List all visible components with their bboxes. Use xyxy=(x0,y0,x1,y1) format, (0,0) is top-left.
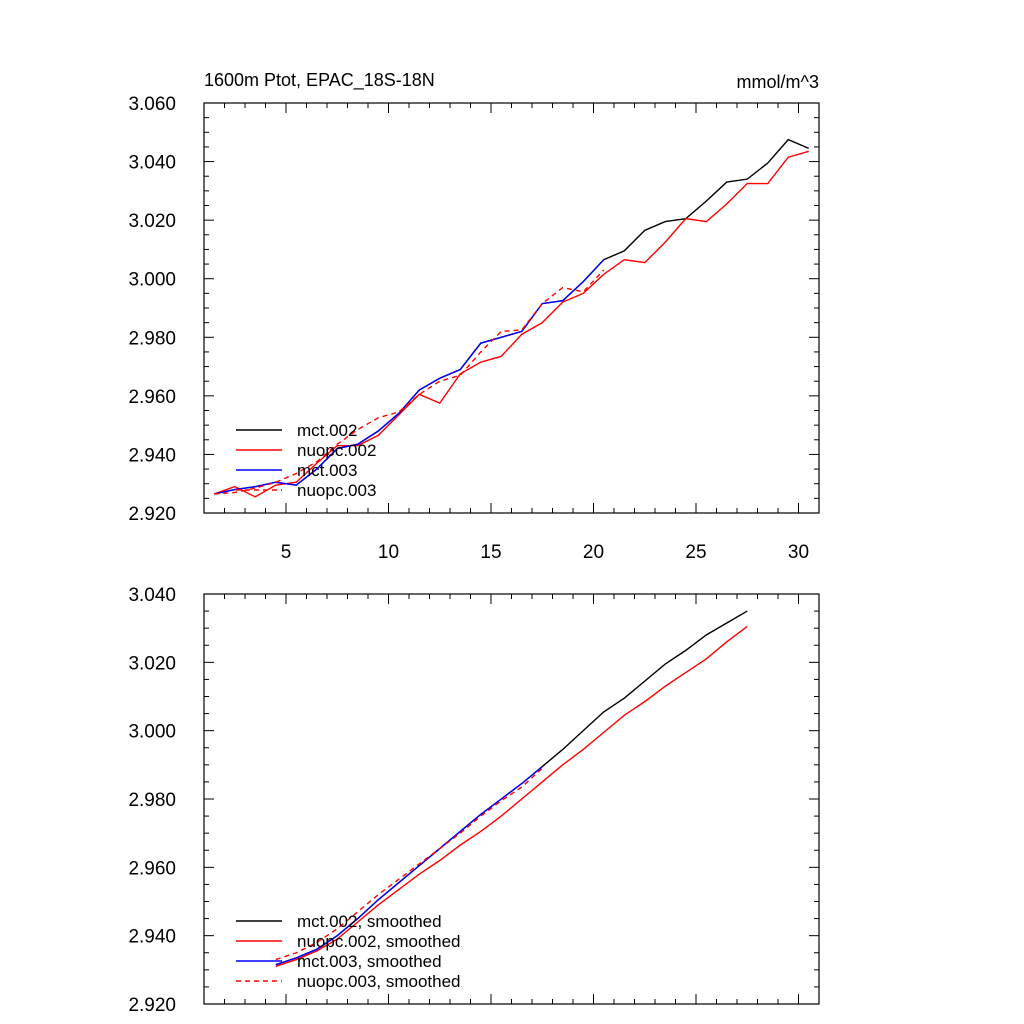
y-tick-label: 2.940 xyxy=(128,927,176,948)
x-tick-label: 5 xyxy=(281,542,292,563)
x-tick-label: 20 xyxy=(583,542,604,563)
legend-label: mct.003 xyxy=(297,461,357,480)
legend-label: mct.002 xyxy=(297,421,357,440)
series-line-mct-003 xyxy=(214,259,605,495)
top-chart-series xyxy=(214,138,810,498)
y-tick-label: 2.980 xyxy=(128,790,176,811)
y-tick-label: 2.980 xyxy=(128,328,176,349)
y-tick-label: 2.940 xyxy=(128,445,176,466)
y-tick-label: 3.000 xyxy=(128,270,176,291)
legend-label: nuopc.003 xyxy=(297,481,376,500)
series-line-nuopc-002-smoothed xyxy=(275,625,748,968)
y-tick-label: 2.960 xyxy=(128,387,176,408)
y-tick-label: 3.040 xyxy=(128,153,176,174)
legend-label: mct.002, smoothed xyxy=(297,912,442,931)
x-tick-label: 15 xyxy=(480,542,501,563)
series-line-nuopc-002 xyxy=(214,150,809,498)
y-tick-label: 3.020 xyxy=(128,211,176,232)
chart-title: 1600m Ptot, EPAC_18S-18N xyxy=(204,70,435,91)
x-tick-label: 10 xyxy=(378,542,399,563)
units-label: mmol/m^3 xyxy=(737,72,819,92)
bottom-plot-frame xyxy=(203,593,820,1005)
legend-label: nuopc.002, smoothed xyxy=(297,932,461,951)
y-tick-label: 2.920 xyxy=(128,995,176,1016)
x-tick-label: 25 xyxy=(685,542,706,563)
legend-label: mct.003, smoothed xyxy=(297,952,442,971)
series-line-nuopc-003-smoothed xyxy=(275,767,543,961)
top-plot-frame xyxy=(203,102,820,514)
y-tick-label: 3.000 xyxy=(128,722,176,743)
bottom-chart-panel: 2.920 2.940 2.960 2.980 3.000 3.020 3.040 mct.… xyxy=(128,585,820,1016)
x-tick-label: 30 xyxy=(788,542,809,563)
y-tick-label: 3.040 xyxy=(128,585,176,606)
bottom-chart-axes: 2.920 2.940 2.960 2.980 3.000 3.020 3.040 xyxy=(128,585,820,1016)
series-line-mct-003-smoothed xyxy=(275,766,543,966)
legend-label: nuopc.003, smoothed xyxy=(297,972,461,991)
y-tick-label: 3.020 xyxy=(128,653,176,674)
y-tick-label: 2.960 xyxy=(128,858,176,879)
legend-label: nuopc.002 xyxy=(297,441,376,460)
bottom-chart-series xyxy=(275,610,748,968)
top-chart-panel: 1600m Ptot, EPAC_18S-18N mmol/m^3 2.920 2… xyxy=(128,70,820,563)
y-tick-label: 2.920 xyxy=(128,504,176,525)
y-tick-label: 3.060 xyxy=(128,94,176,115)
series-line-nuopc-003 xyxy=(214,269,605,495)
